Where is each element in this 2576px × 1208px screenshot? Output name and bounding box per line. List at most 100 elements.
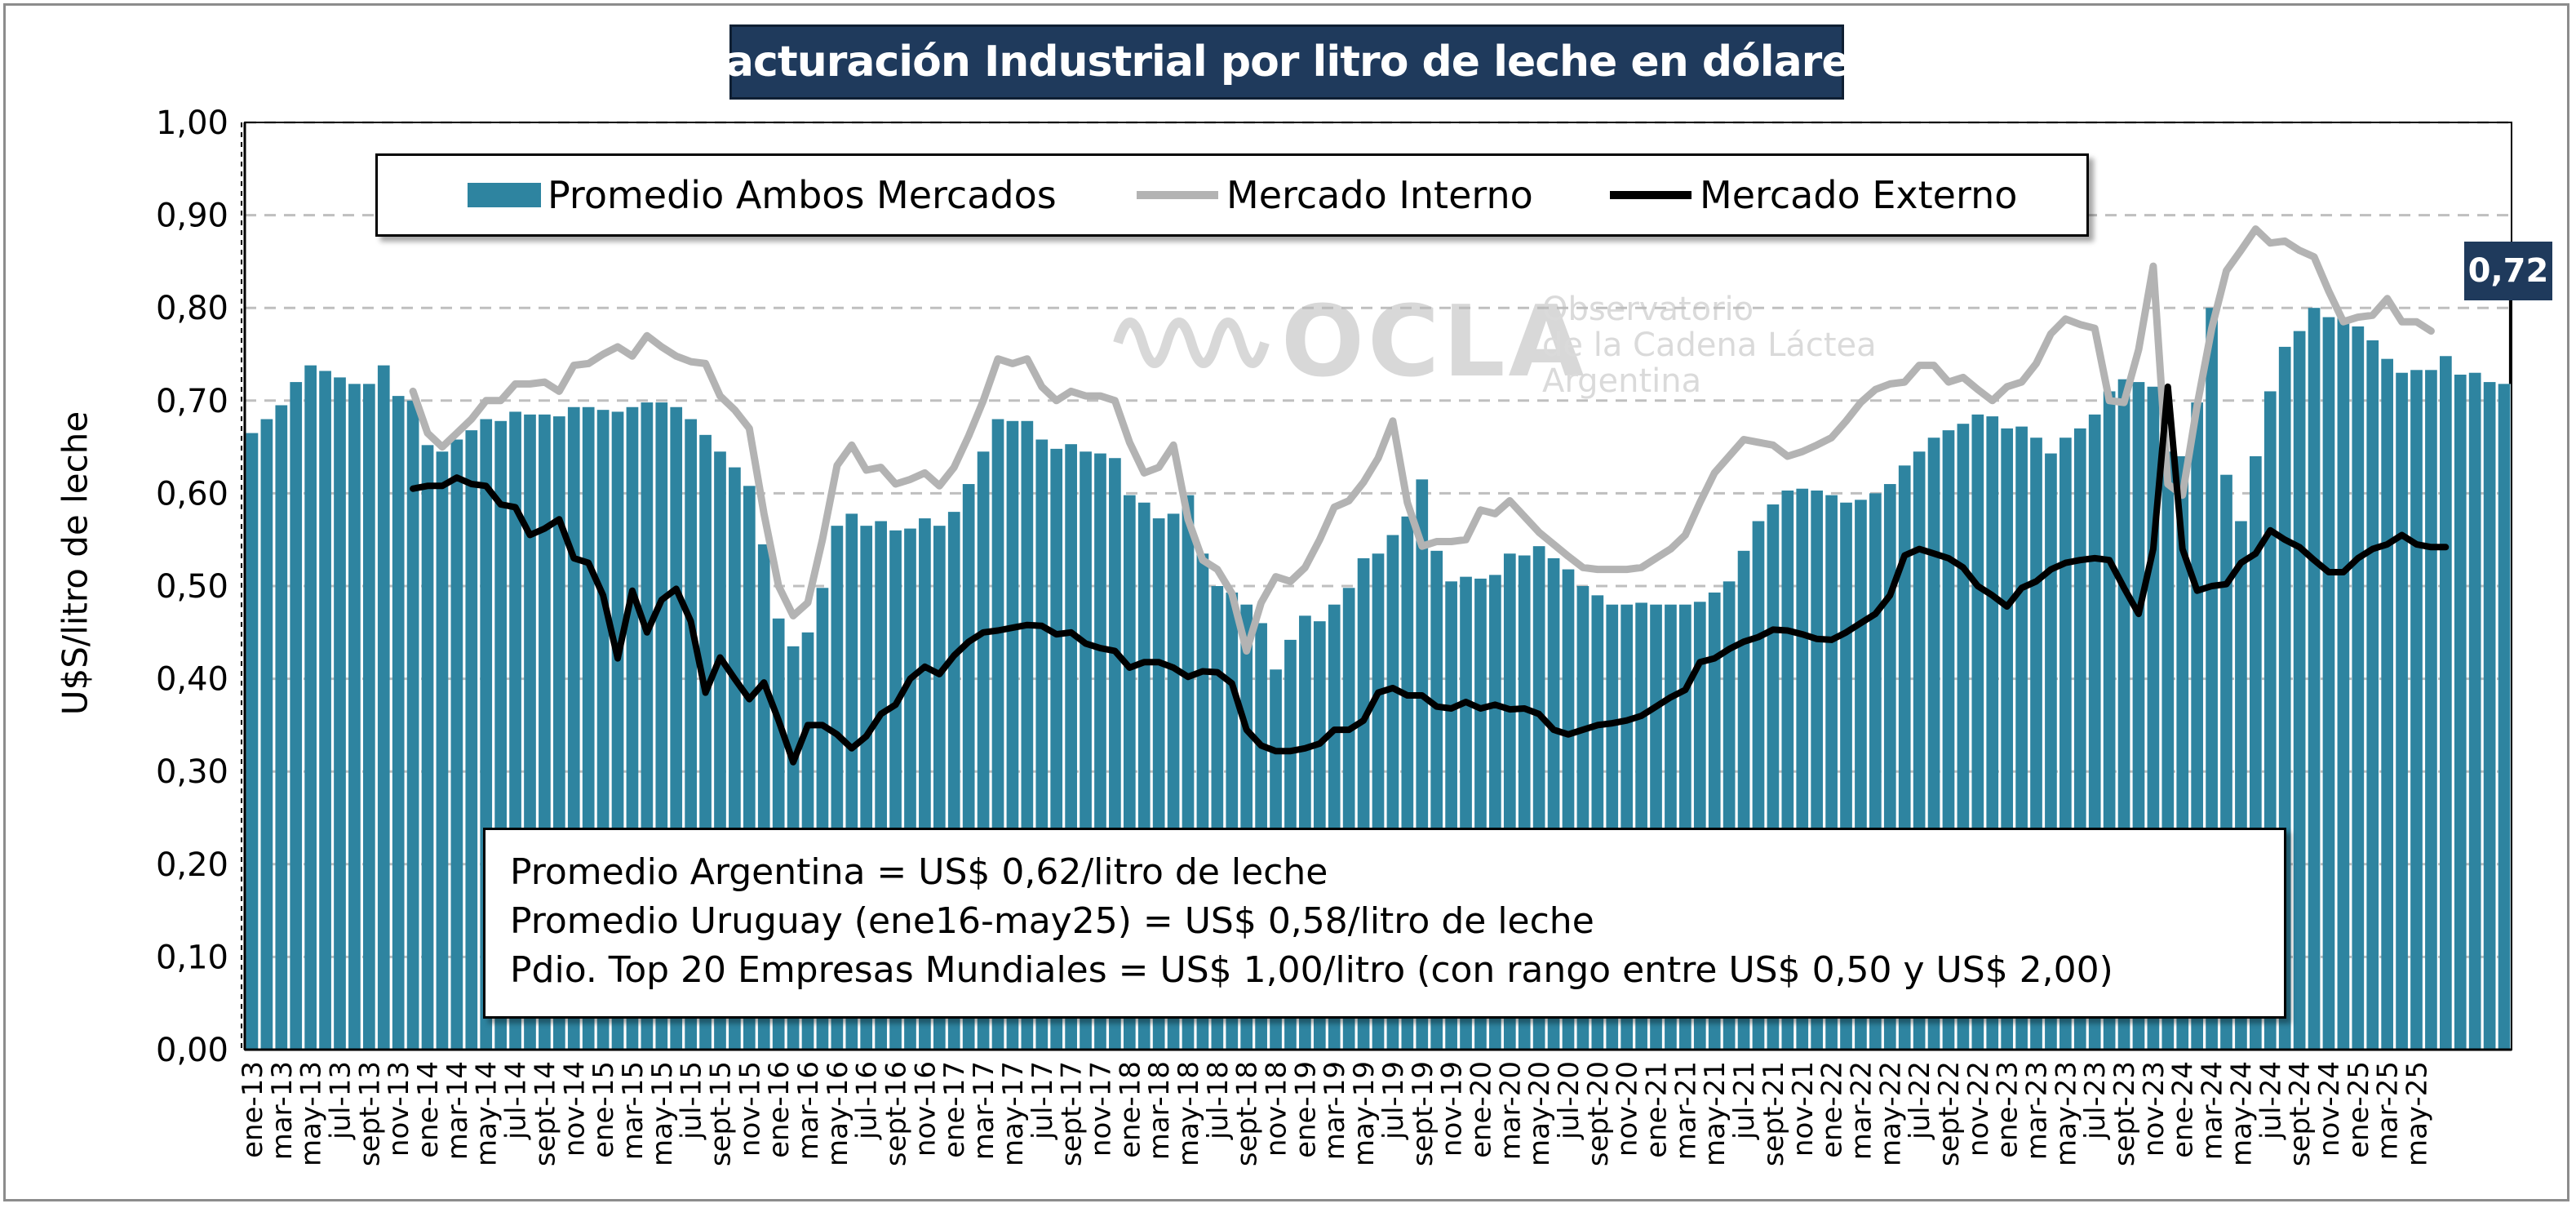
x-tick-label: mar-17 [968, 1061, 1000, 1160]
y-tick-label: 0,70 [156, 383, 228, 420]
legend-item-externo: Mercado Externo [1610, 173, 2017, 217]
line-mercado-interno [409, 225, 2435, 655]
watermark-logo-icon [1113, 318, 1270, 368]
x-tick-label: sept-14 [529, 1061, 561, 1166]
x-tick-label: nov-14 [558, 1061, 591, 1157]
y-tick-label: 0,60 [156, 475, 228, 513]
x-tick-label: mar-14 [441, 1061, 474, 1160]
x-tick-label: mar-20 [1494, 1061, 1527, 1160]
bar [348, 384, 361, 1050]
x-tick-label: ene-19 [1289, 1061, 1322, 1158]
x-tick-label: jul-22 [1904, 1061, 1936, 1140]
x-tick-label: mar-13 [266, 1061, 299, 1160]
plot-area-border [244, 122, 2512, 1050]
chart-legend: Promedio Ambos Mercados Mercado Interno … [375, 153, 2089, 237]
x-tick-label: may-19 [1348, 1061, 1381, 1166]
x-tick-label: may-21 [1699, 1061, 1731, 1166]
x-tick-label: may-22 [1874, 1061, 1907, 1166]
x-tick-label: mar-22 [1845, 1061, 1878, 1160]
bar [304, 365, 317, 1050]
bar [2410, 370, 2423, 1050]
y-tick-label: 0,10 [156, 939, 228, 976]
note-line-uruguay: Promedio Uruguay (ene16-may25) = US$ 0,5… [510, 900, 1594, 942]
x-tick-label: nov-21 [1787, 1061, 1820, 1157]
x-tick-label: mar-24 [2197, 1061, 2229, 1160]
bar [362, 384, 375, 1050]
y-tick-label: 0,30 [156, 753, 228, 791]
legend-item-promedio: Promedio Ambos Mercados [468, 173, 1137, 217]
bar [275, 405, 288, 1050]
bar [2322, 317, 2335, 1050]
bar [2454, 374, 2467, 1050]
x-tick-label: mar-23 [2021, 1061, 2054, 1160]
x-tick-label: ene-25 [2343, 1061, 2375, 1158]
watermark-line-2: de la Cadena Láctea [1542, 326, 1877, 364]
x-tick-label: ene-15 [587, 1061, 620, 1158]
y-tick-labels: 0,00 0,10 0,20 0,30 0,40 0,50 0,60 0,70 0,80 0,90… [156, 104, 228, 1069]
bar [392, 396, 405, 1050]
x-tick-label: may-24 [2225, 1061, 2258, 1166]
x-tick-label: sept-18 [1231, 1061, 1264, 1166]
x-tick-label: jul-24 [2255, 1061, 2287, 1140]
x-tick-label: ene-13 [237, 1061, 269, 1158]
chart-title-box: Facturación Industrial por litro de lech… [699, 24, 1875, 100]
x-tick-label: sept-13 [353, 1061, 386, 1166]
legend-item-interno: Mercado Interno [1137, 173, 1610, 217]
x-tick-label: may-25 [2401, 1061, 2434, 1166]
bar [2308, 308, 2321, 1050]
x-tick-label: nov-15 [734, 1061, 766, 1157]
legend-label-promedio: Promedio Ambos Mercados [548, 173, 1057, 217]
note-line-argentina: Promedio Argentina = US$ 0,62/litro de l… [510, 851, 1328, 893]
bar [334, 377, 346, 1050]
x-tick-label: ene-18 [1114, 1061, 1146, 1158]
bar [319, 371, 331, 1050]
x-tick-label: ene-24 [2167, 1061, 2200, 1158]
x-tick-label: ene-23 [1992, 1061, 2024, 1158]
bar [246, 433, 259, 1050]
y-tick-label: 0,00 [156, 1032, 228, 1069]
x-tick-label: nov-22 [1962, 1061, 1995, 1157]
x-tick-label: ene-20 [1465, 1061, 1497, 1158]
y-tick-label: 0,40 [156, 661, 228, 699]
x-tick-label: ene-22 [1816, 1061, 1849, 1158]
x-tick-label: nov-13 [383, 1061, 415, 1157]
x-tick-label: sept-17 [1056, 1061, 1088, 1166]
x-tick-label: may-14 [471, 1061, 503, 1166]
bar [2352, 326, 2365, 1050]
x-tick-label: mar-19 [1319, 1061, 1351, 1160]
x-tick-label: jul-16 [851, 1061, 884, 1140]
bar [2337, 317, 2350, 1050]
x-tick-label: sept-21 [1758, 1061, 1790, 1166]
bar [421, 445, 434, 1050]
x-tick-label: ene-21 [1641, 1061, 1674, 1158]
x-tick-label: ene-17 [938, 1061, 971, 1158]
note-line-top20: Pdio. Top 20 Empresas Mundiales = US$ 1,… [510, 949, 2113, 991]
x-tick-label: sept-24 [2284, 1061, 2317, 1166]
bar [2381, 358, 2394, 1050]
x-tick-label: mar-18 [1143, 1061, 1176, 1160]
bar [2483, 382, 2496, 1050]
x-tick-label: may-16 [822, 1061, 854, 1166]
x-tick-label: mar-16 [792, 1061, 825, 1160]
bar [465, 430, 478, 1050]
x-tick-label: jul-15 [676, 1061, 708, 1140]
x-tick-label: jul-20 [1553, 1061, 1585, 1140]
x-tick-label: nov-24 [2313, 1061, 2346, 1157]
bar [2468, 372, 2481, 1050]
x-tick-label: may-23 [2050, 1061, 2082, 1166]
legend-label-externo: Mercado Externo [1700, 173, 2018, 217]
y-tick-label: 0,90 [156, 198, 228, 235]
last-value-callout: 0,72 [2464, 242, 2552, 300]
x-tick-label: nov-17 [1084, 1061, 1117, 1157]
x-tick-label: jul-13 [324, 1061, 357, 1140]
x-tick-label: may-20 [1523, 1061, 1556, 1166]
y-tick-label: 0,50 [156, 568, 228, 606]
x-tick-label: may-13 [295, 1061, 328, 1166]
x-tick-label: nov-16 [909, 1061, 942, 1157]
x-tick-label: mar-21 [1669, 1061, 1702, 1160]
chart-title: Facturación Industrial por litro de lech… [699, 38, 1874, 87]
x-tick-label: jul-18 [1202, 1061, 1235, 1140]
bar [2498, 384, 2511, 1050]
legend-label-interno: Mercado Interno [1226, 173, 1533, 217]
